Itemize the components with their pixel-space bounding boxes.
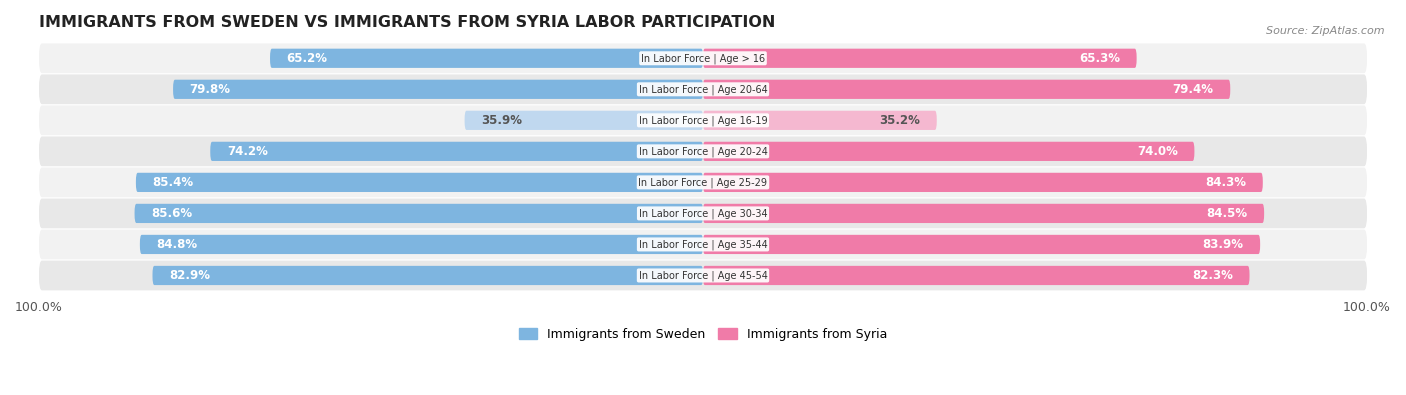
Text: In Labor Force | Age 25-29: In Labor Force | Age 25-29	[638, 177, 768, 188]
Text: IMMIGRANTS FROM SWEDEN VS IMMIGRANTS FROM SYRIA LABOR PARTICIPATION: IMMIGRANTS FROM SWEDEN VS IMMIGRANTS FRO…	[39, 15, 775, 30]
FancyBboxPatch shape	[39, 105, 1367, 135]
FancyBboxPatch shape	[270, 49, 703, 68]
Text: 65.2%: 65.2%	[287, 52, 328, 65]
FancyBboxPatch shape	[136, 173, 703, 192]
FancyBboxPatch shape	[39, 199, 1367, 228]
FancyBboxPatch shape	[703, 49, 1136, 68]
Legend: Immigrants from Sweden, Immigrants from Syria: Immigrants from Sweden, Immigrants from …	[513, 323, 893, 346]
FancyBboxPatch shape	[39, 43, 1367, 73]
FancyBboxPatch shape	[703, 235, 1260, 254]
FancyBboxPatch shape	[703, 80, 1230, 99]
Text: 74.2%: 74.2%	[226, 145, 267, 158]
Text: 84.5%: 84.5%	[1206, 207, 1247, 220]
Text: 79.8%: 79.8%	[190, 83, 231, 96]
Text: Source: ZipAtlas.com: Source: ZipAtlas.com	[1267, 26, 1385, 36]
Text: In Labor Force | Age 20-24: In Labor Force | Age 20-24	[638, 146, 768, 156]
FancyBboxPatch shape	[39, 261, 1367, 290]
FancyBboxPatch shape	[703, 266, 1250, 285]
Text: 82.9%: 82.9%	[169, 269, 209, 282]
FancyBboxPatch shape	[173, 80, 703, 99]
Text: In Labor Force | Age 30-34: In Labor Force | Age 30-34	[638, 208, 768, 219]
FancyBboxPatch shape	[135, 204, 703, 223]
Text: 85.4%: 85.4%	[152, 176, 194, 189]
FancyBboxPatch shape	[703, 111, 936, 130]
Text: 82.3%: 82.3%	[1192, 269, 1233, 282]
FancyBboxPatch shape	[39, 229, 1367, 260]
Text: 85.6%: 85.6%	[152, 207, 193, 220]
Text: 35.2%: 35.2%	[879, 114, 920, 127]
FancyBboxPatch shape	[39, 74, 1367, 104]
Text: In Labor Force | Age 45-54: In Labor Force | Age 45-54	[638, 270, 768, 281]
FancyBboxPatch shape	[39, 136, 1367, 166]
Text: 79.4%: 79.4%	[1173, 83, 1213, 96]
FancyBboxPatch shape	[139, 235, 703, 254]
Text: 83.9%: 83.9%	[1202, 238, 1243, 251]
FancyBboxPatch shape	[703, 173, 1263, 192]
Text: 35.9%: 35.9%	[481, 114, 522, 127]
FancyBboxPatch shape	[703, 204, 1264, 223]
Text: 74.0%: 74.0%	[1137, 145, 1178, 158]
FancyBboxPatch shape	[39, 167, 1367, 197]
Text: In Labor Force | Age 20-64: In Labor Force | Age 20-64	[638, 84, 768, 94]
FancyBboxPatch shape	[152, 266, 703, 285]
FancyBboxPatch shape	[211, 142, 703, 161]
Text: 84.3%: 84.3%	[1205, 176, 1246, 189]
Text: 65.3%: 65.3%	[1078, 52, 1121, 65]
FancyBboxPatch shape	[703, 142, 1195, 161]
Text: 84.8%: 84.8%	[156, 238, 198, 251]
FancyBboxPatch shape	[464, 111, 703, 130]
Text: In Labor Force | Age > 16: In Labor Force | Age > 16	[641, 53, 765, 64]
Text: In Labor Force | Age 35-44: In Labor Force | Age 35-44	[638, 239, 768, 250]
Text: In Labor Force | Age 16-19: In Labor Force | Age 16-19	[638, 115, 768, 126]
